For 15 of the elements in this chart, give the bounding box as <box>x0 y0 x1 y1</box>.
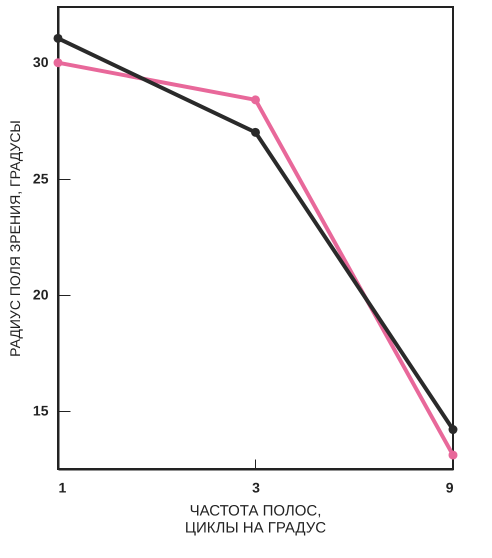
x-axis-title: ЧАСТОТА ПОЛОС, ЦИКЛЫ НА ГРАДУС <box>184 502 326 536</box>
x-tick-label: 3 <box>252 480 260 496</box>
y-axis-title: РАДИУС ПОЛЯ ЗРЕНИЯ, ГРАДУСЫ <box>6 120 23 357</box>
point <box>54 34 62 43</box>
point <box>54 58 62 68</box>
y-tick-label: 20 <box>32 286 49 302</box>
y-tick-label: 25 <box>32 170 49 186</box>
point <box>251 95 260 104</box>
y-tick-label: 15 <box>32 402 49 418</box>
x-tick-label: 1 <box>58 480 66 496</box>
point <box>251 128 260 137</box>
y-tick-label: 30 <box>32 54 49 70</box>
point <box>448 450 458 460</box>
point <box>448 425 458 434</box>
x-tick-label: 9 <box>446 480 454 496</box>
